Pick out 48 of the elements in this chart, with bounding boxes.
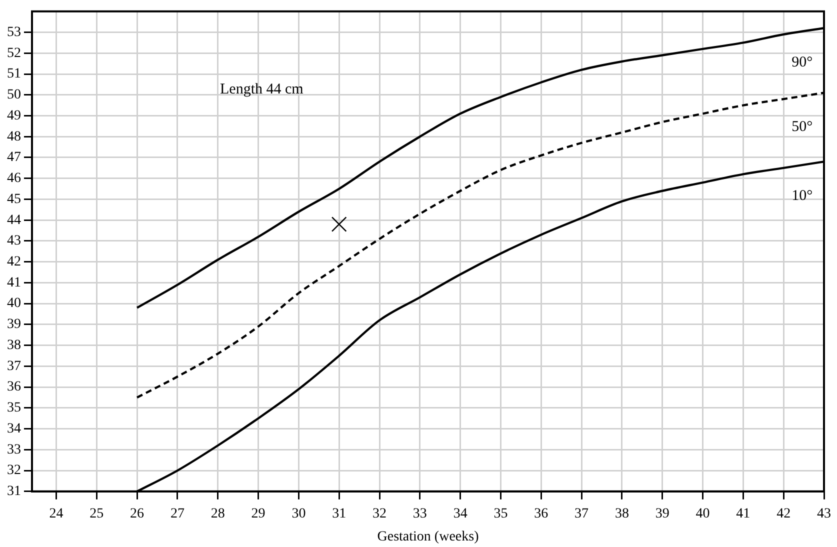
y-tick-label: 39 <box>7 317 21 332</box>
y-tick-label: 41 <box>7 275 21 290</box>
x-tick-label: 38 <box>614 506 629 522</box>
y-tick-label: 43 <box>7 234 21 249</box>
series-label: 10° <box>792 188 813 204</box>
y-tick-label: 31 <box>7 484 21 500</box>
y-tick-label: 36 <box>7 380 21 395</box>
y-tick-label: 46 <box>7 171 21 186</box>
x-tick-label: 39 <box>655 506 670 522</box>
x-tick-label: 37 <box>574 506 589 522</box>
x-tick-label: 28 <box>210 506 225 522</box>
y-tick-label: 53 <box>7 24 21 40</box>
x-tick-label: 35 <box>494 506 508 522</box>
annotation: Length 44 cm <box>220 81 304 98</box>
y-tick-label: 42 <box>7 254 21 270</box>
y-tick-label: 40 <box>7 296 21 312</box>
y-tick-label: 45 <box>7 192 21 207</box>
y-tick-label: 34 <box>7 421 21 436</box>
x-tick-label: 36 <box>534 506 548 522</box>
x-tick-label: 27 <box>170 506 184 522</box>
y-tick-label: 48 <box>7 129 21 144</box>
y-tick-label: 44 <box>7 212 21 228</box>
y-tick-label: 51 <box>7 66 21 82</box>
series-label: 90° <box>792 54 813 70</box>
y-tick-label: 47 <box>7 150 21 166</box>
x-tick-label: 26 <box>130 506 144 522</box>
series-label: 50° <box>792 118 813 135</box>
y-tick-label: 38 <box>7 338 21 353</box>
x-tick-label: 24 <box>49 506 64 522</box>
y-tick-label: 52 <box>7 46 21 61</box>
x-tick-label: 43 <box>817 506 831 522</box>
y-tick-label: 33 <box>7 442 21 458</box>
x-tick-label: 33 <box>412 506 427 522</box>
x-axis-title: Gestation (weeks) <box>377 529 480 544</box>
x-tick-label: 32 <box>372 506 387 522</box>
y-tick-label: 50 <box>7 88 21 103</box>
y-tick-label: 32 <box>7 463 21 478</box>
x-tick-label: 31 <box>332 506 346 522</box>
x-tick-label: 29 <box>251 506 266 522</box>
x-tick-label: 42 <box>776 506 791 522</box>
y-tick-label: 49 <box>7 108 21 124</box>
y-tick-label: 35 <box>7 400 21 416</box>
x-tick-label: 30 <box>292 506 306 522</box>
y-tick-label: 37 <box>7 358 21 374</box>
x-tick-label: 25 <box>90 506 104 522</box>
x-tick-label: 34 <box>453 506 468 522</box>
x-tick-label: 40 <box>696 506 710 522</box>
x-tick-label: 41 <box>736 506 750 522</box>
